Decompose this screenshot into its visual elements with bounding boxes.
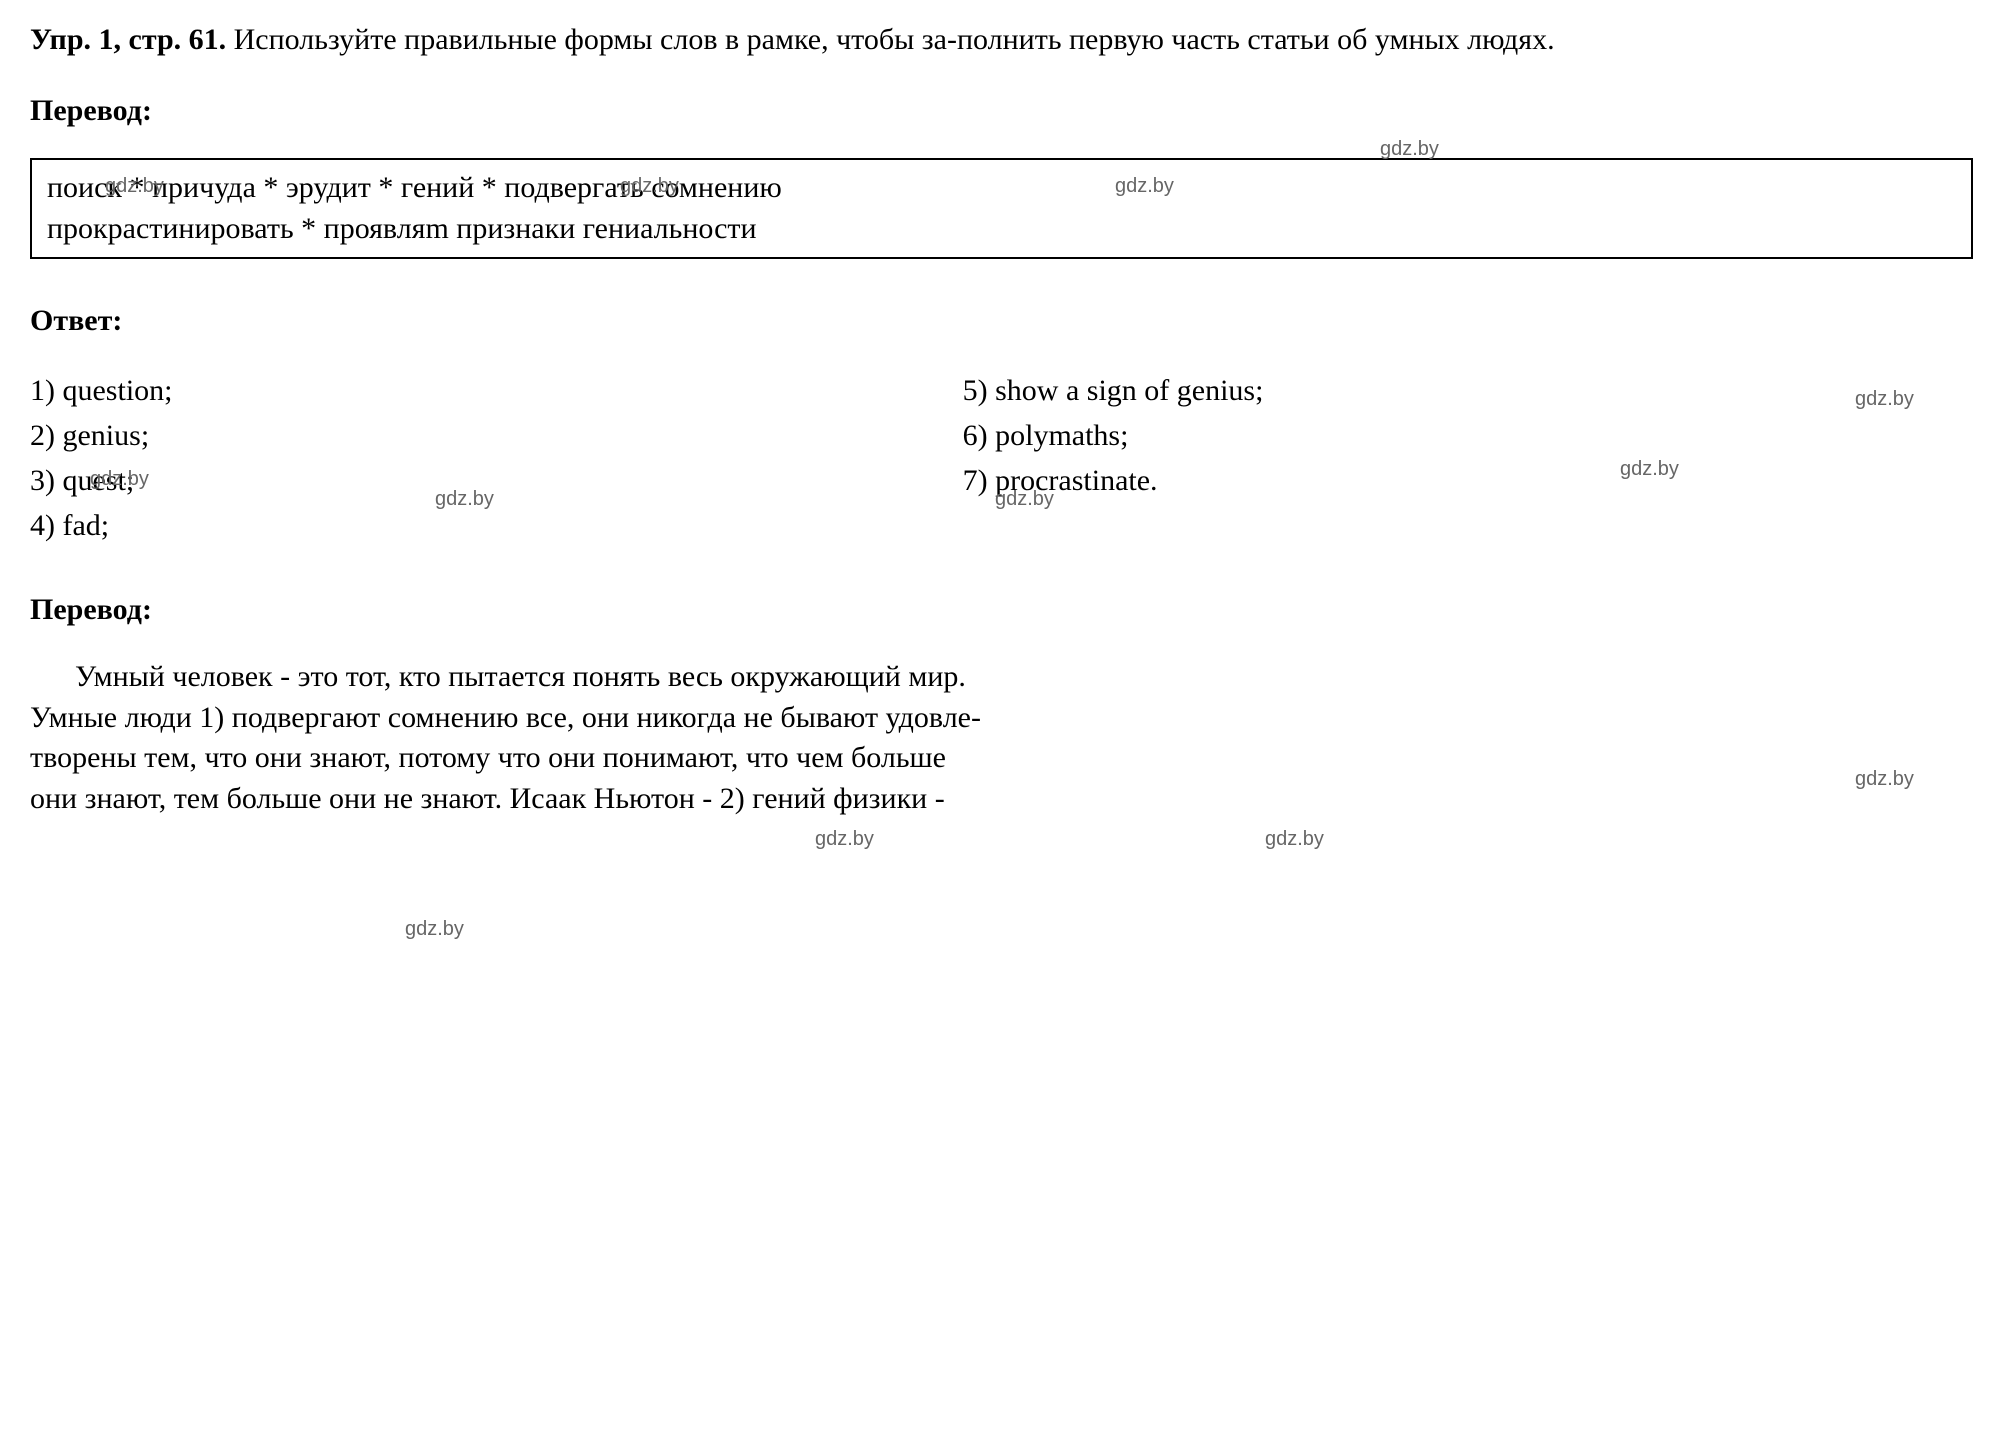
translation-line-3: творены тем, что они знают, потому что о… xyxy=(30,738,1973,779)
answers-left-column: 1) question; 2) genius; 3) quest; 4) fad… xyxy=(30,368,963,548)
watermark: gdz.by xyxy=(815,828,874,851)
word-box-line2: прокрастинировать * проявляm признаки ге… xyxy=(47,209,1956,250)
translation-line-1: Умный человек - это тот, кто пытается по… xyxy=(30,657,1973,698)
exercise-number: Упр. 1, стр. 61. xyxy=(30,23,226,56)
answer-item-4: 4) fad; xyxy=(30,503,963,548)
exercise-header: Упр. 1, стр. 61. Используйте правильные … xyxy=(30,20,1973,59)
answer-item-5: 5) show a sign of genius; xyxy=(963,368,1973,413)
answer-item-7: 7) procrastinate. xyxy=(963,458,1973,503)
answer-item-2: 2) genius; xyxy=(30,413,963,458)
answer-title: Ответ: xyxy=(30,304,1973,338)
answer-item-1: 1) question; xyxy=(30,368,963,413)
watermark: gdz.by xyxy=(405,918,464,941)
translation-line-2: Умные люди 1) подвергают сомнению все, о… xyxy=(30,698,1973,739)
answers-right-column: 5) show a sign of genius; 6) polymaths; … xyxy=(963,368,1973,548)
answer-item-3: 3) quest; xyxy=(30,458,963,503)
word-box-line1: поиск * причуда * эрудит * гений * подве… xyxy=(47,168,1956,209)
word-box: поиск * причуда * эрудит * гений * подве… xyxy=(30,158,1973,259)
translation-line-4: они знают, тем больше они не знают. Исаа… xyxy=(30,779,1973,820)
translation-title-2: Перевод: xyxy=(30,593,1973,627)
answer-item-6: 6) polymaths; xyxy=(963,413,1973,458)
exercise-instruction: Используйте правильные формы слов в рамк… xyxy=(226,23,1554,56)
watermark: gdz.by xyxy=(1265,828,1324,851)
answers-container: 1) question; 2) genius; 3) quest; 4) fad… xyxy=(30,368,1973,548)
translation-paragraph: Умный человек - это тот, кто пытается по… xyxy=(30,657,1973,819)
translation-title: Перевод: xyxy=(30,94,1973,128)
